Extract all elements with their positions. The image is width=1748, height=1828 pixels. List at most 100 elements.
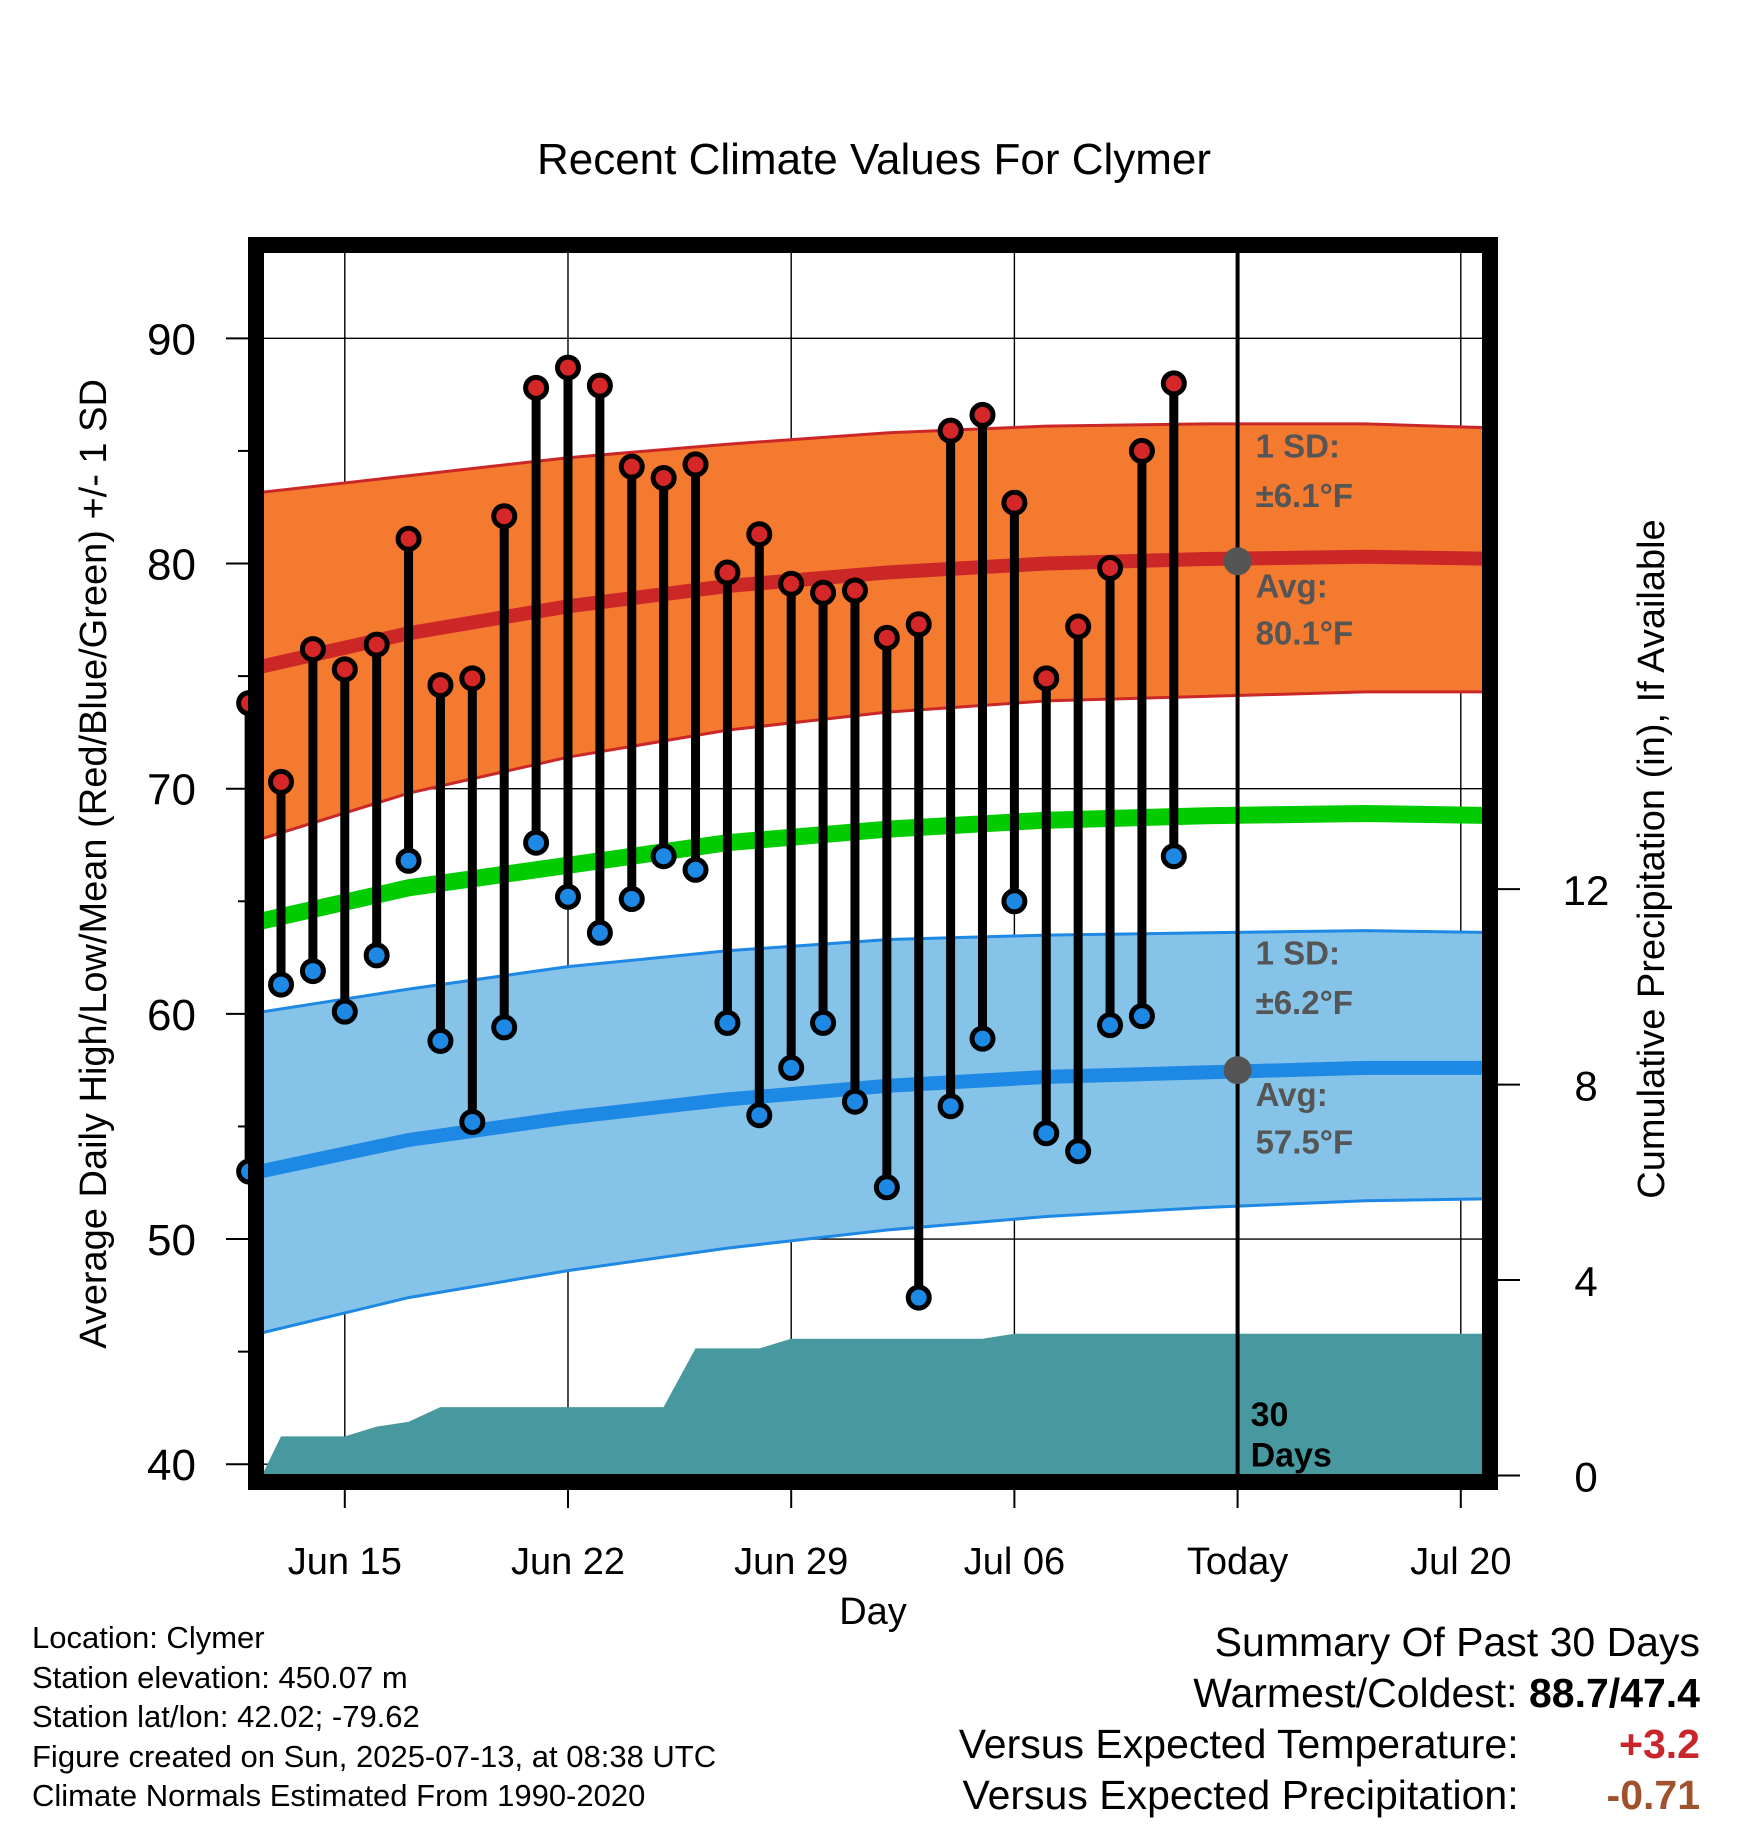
low-point [969,1025,996,1052]
precip-tick-label: 4 [1574,1258,1597,1305]
high-sd-label: 1 SD: [1256,428,1340,465]
normals-text: Climate Normals Estimated From 1990-2020 [32,1778,646,1813]
summary-temp-row: Versus Expected Temperature: +3.2 [959,1719,1700,1770]
low-point [1001,888,1028,915]
low-point [746,1102,773,1129]
days-count-label: 30 [1251,1396,1289,1434]
high-point [395,525,422,552]
summary-panel: Summary Of Past 30 Days Warmest/Coldest:… [959,1617,1700,1821]
days-word-label: Days [1251,1436,1332,1474]
high-point [523,374,550,401]
high-point [682,451,709,478]
low-point [491,1014,518,1041]
warmest-label: Warmest/Coldest: [1193,1670,1518,1716]
low-avg-value: 57.5°F [1256,1123,1354,1160]
high-point [1033,665,1060,692]
y-axis-label-left: Average Daily High/Low/Mean (Red/Blue/Gr… [73,379,115,1349]
high-sd-value: ±6.1°F [1256,477,1353,514]
y-tick-label: 90 [147,315,196,364]
high-point [618,453,645,480]
temp-value: +3.2 [1619,1721,1700,1767]
summary-title: Summary Of Past 30 Days [1214,1619,1700,1665]
y-tick-label: 40 [147,1441,196,1490]
x-tick-label: Today [1187,1541,1288,1583]
high-point [841,577,868,604]
low-point [1033,1120,1060,1147]
high-point [937,417,964,444]
high-point [268,768,295,795]
precip-tick-label: 8 [1574,1063,1597,1110]
low-point [873,1174,900,1201]
high-point [363,631,390,658]
high-sd-upper-line [262,422,1484,494]
high-avg-marker [1223,547,1252,576]
high-point [1001,489,1028,516]
low-point [427,1027,454,1054]
y-tick-label: 80 [147,541,196,590]
y-axis-label-right: Cumulative Precipitation (in), If Availa… [1631,519,1673,1198]
plot-frame [248,237,1498,1490]
low-point [618,886,645,913]
x-tick-label: Jul 06 [964,1541,1065,1583]
low-point [459,1108,486,1135]
x-tick-label: Jul 20 [1410,1541,1511,1583]
high-avg-value: 80.1°F [1256,615,1354,652]
elevation-text: Station elevation: 450.07 m [32,1659,408,1695]
high-point [331,656,358,683]
low-point [363,942,390,969]
location-text: Location: Clymer [32,1620,265,1655]
high-point [778,570,805,597]
y-tick-label: 70 [147,766,196,815]
low-point [810,1009,837,1036]
high-point [299,636,326,663]
low-point [1128,1003,1155,1030]
low-avg-marker [1223,1056,1252,1085]
low-point [331,998,358,1025]
warmest-value: 88.7 [1528,1670,1609,1716]
x-tick-label: Jun 15 [288,1541,402,1583]
high-point [714,559,741,586]
low-point [650,843,677,870]
coldest-value: 47.4 [1620,1670,1700,1716]
high-point [969,401,996,428]
created-text: Figure created on Sun, 2025-07-13, at 08… [32,1738,717,1774]
low-point [586,919,613,946]
high-avg-label: Avg: [1256,567,1328,604]
low-point [841,1088,868,1115]
low-point [523,829,550,856]
y-tick-label: 60 [147,991,196,1040]
precip-area [262,1333,1484,1480]
low-sd-lower-line [262,1197,1484,1335]
high-point [491,503,518,530]
high-point [810,579,837,606]
precip-value: -0.71 [1606,1772,1700,1818]
low-point [714,1009,741,1036]
high-point [650,464,677,491]
precip-tick-label: 12 [1563,867,1610,914]
high-point [1065,613,1092,640]
summary-warmest-row: Warmest/Coldest: 88.7/47.4 [959,1668,1700,1719]
low-point [268,971,295,998]
low-point [1160,843,1187,870]
high-point [459,665,486,692]
chart-title: Recent Climate Values For Clymer [537,135,1211,184]
high-point [554,354,581,381]
high-point [746,521,773,548]
low-point [682,856,709,883]
high-point [1097,555,1124,582]
x-axis-label: Day [839,1591,907,1633]
low-point [905,1284,932,1311]
y-tick-label: 50 [147,1216,196,1265]
high-point [905,611,932,638]
low-point [554,883,581,910]
high-point [586,372,613,399]
low-avg-label: Avg: [1256,1076,1328,1113]
low-point [1065,1138,1092,1165]
station-info: Location: Clymer Station elevation: 450.… [32,1618,716,1816]
high-avg-line [262,549,1484,674]
axes: 40 50 60 70 80 90 0 4 8 12 Jun 15 Jun 22 Jun 29 Jul 0… [147,237,1610,1583]
high-point [1160,370,1187,397]
temp-label: Versus Expected Temperature: [958,1721,1519,1767]
high-point [873,624,900,651]
warmest-coldest-value: 88.7/47.4 [1528,1670,1700,1716]
